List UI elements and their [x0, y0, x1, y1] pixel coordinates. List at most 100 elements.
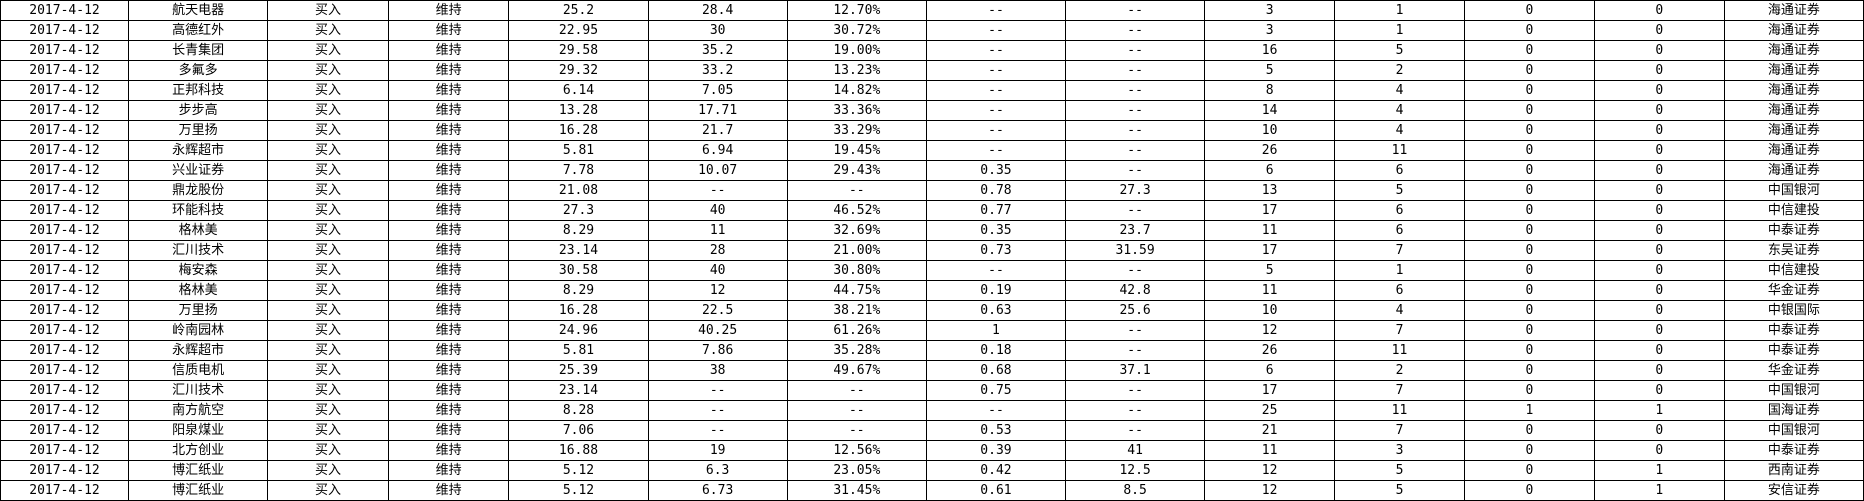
- table-cell: 5: [1335, 461, 1465, 481]
- table-cell: 12: [648, 281, 787, 301]
- table-cell: 7: [1335, 421, 1465, 441]
- table-cell: 0: [1594, 381, 1724, 401]
- table-cell: 阳泉煤业: [129, 421, 268, 441]
- table-cell: 万里扬: [129, 121, 268, 141]
- table-cell: 0: [1464, 281, 1594, 301]
- table-cell: 0: [1464, 241, 1594, 261]
- table-cell: 0: [1464, 21, 1594, 41]
- table-cell: 16.28: [509, 301, 648, 321]
- table-cell: 0: [1594, 301, 1724, 321]
- table-cell: 0: [1464, 321, 1594, 341]
- table-cell: 海通证券: [1724, 81, 1863, 101]
- table-cell: 0.19: [926, 281, 1065, 301]
- table-cell: 0: [1464, 421, 1594, 441]
- table-cell: 买入: [268, 461, 389, 481]
- table-cell: 5: [1335, 41, 1465, 61]
- table-cell: --: [1066, 41, 1205, 61]
- table-cell: 维持: [388, 241, 509, 261]
- table-cell: 2017-4-12: [1, 401, 129, 421]
- table-cell: 0: [1464, 301, 1594, 321]
- table-cell: 海通证券: [1724, 61, 1863, 81]
- table-cell: 29.32: [509, 61, 648, 81]
- table-cell: 2017-4-12: [1, 441, 129, 461]
- table-cell: 3: [1205, 1, 1335, 21]
- table-cell: 维持: [388, 261, 509, 281]
- table-row: 2017-4-12信质电机买入维持25.393849.67%0.6837.162…: [1, 361, 1864, 381]
- table-cell: 33.36%: [787, 101, 926, 121]
- table-cell: 维持: [388, 401, 509, 421]
- table-cell: 0: [1594, 81, 1724, 101]
- table-cell: 高德红外: [129, 21, 268, 41]
- table-cell: 2017-4-12: [1, 421, 129, 441]
- table-cell: 30.72%: [787, 21, 926, 41]
- table-cell: 维持: [388, 441, 509, 461]
- table-cell: 维持: [388, 201, 509, 221]
- table-cell: 汇川技术: [129, 241, 268, 261]
- table-cell: --: [1066, 1, 1205, 21]
- table-cell: 6: [1205, 361, 1335, 381]
- table-cell: 21.00%: [787, 241, 926, 261]
- table-cell: 12.70%: [787, 1, 926, 21]
- table-cell: 0: [1594, 161, 1724, 181]
- table-cell: 16.28: [509, 121, 648, 141]
- table-cell: 22.5: [648, 301, 787, 321]
- table-cell: 买入: [268, 441, 389, 461]
- table-cell: 买入: [268, 381, 389, 401]
- table-cell: 44.75%: [787, 281, 926, 301]
- table-cell: 10.07: [648, 161, 787, 181]
- table-cell: 0: [1464, 161, 1594, 181]
- table-cell: 买入: [268, 141, 389, 161]
- table-cell: 0: [1464, 141, 1594, 161]
- table-cell: 8.29: [509, 281, 648, 301]
- table-cell: 0: [1594, 141, 1724, 161]
- table-cell: 买入: [268, 201, 389, 221]
- table-row: 2017-4-12永辉超市买入维持5.817.8635.28%0.18--261…: [1, 341, 1864, 361]
- table-cell: 16: [1205, 41, 1335, 61]
- table-cell: 0: [1594, 241, 1724, 261]
- table-cell: 12: [1205, 481, 1335, 501]
- table-cell: 2017-4-12: [1, 361, 129, 381]
- table-cell: 维持: [388, 421, 509, 441]
- table-cell: 买入: [268, 321, 389, 341]
- table-cell: 航天电器: [129, 1, 268, 21]
- table-row: 2017-4-12岭南园林买入维持24.9640.2561.26%1--1270…: [1, 321, 1864, 341]
- table-cell: --: [1066, 401, 1205, 421]
- table-cell: 0: [1464, 181, 1594, 201]
- table-cell: 北方创业: [129, 441, 268, 461]
- table-cell: 25.2: [509, 1, 648, 21]
- table-cell: 26: [1205, 341, 1335, 361]
- table-cell: --: [926, 401, 1065, 421]
- table-cell: 7: [1335, 321, 1465, 341]
- table-cell: 10: [1205, 301, 1335, 321]
- table-cell: 13.28: [509, 101, 648, 121]
- table-cell: 6.73: [648, 481, 787, 501]
- table-cell: 33.2: [648, 61, 787, 81]
- table-row: 2017-4-12永辉超市买入维持5.816.9419.45%----26110…: [1, 141, 1864, 161]
- table-cell: 2017-4-12: [1, 301, 129, 321]
- table-cell: 3: [1205, 21, 1335, 41]
- table-cell: 中国银河: [1724, 381, 1863, 401]
- table-cell: 海通证券: [1724, 161, 1863, 181]
- table-cell: 国海证券: [1724, 401, 1863, 421]
- table-cell: 格林美: [129, 281, 268, 301]
- table-row: 2017-4-12高德红外买入维持22.953030.72%----3100海通…: [1, 21, 1864, 41]
- table-cell: 35.28%: [787, 341, 926, 361]
- table-cell: 0: [1464, 41, 1594, 61]
- table-cell: 2017-4-12: [1, 461, 129, 481]
- table-cell: 海通证券: [1724, 101, 1863, 121]
- table-cell: 6.94: [648, 141, 787, 161]
- table-cell: 买入: [268, 81, 389, 101]
- table-row: 2017-4-12博汇纸业买入维持5.126.7331.45%0.618.512…: [1, 481, 1864, 501]
- table-cell: 0: [1594, 421, 1724, 441]
- table-cell: 37.1: [1066, 361, 1205, 381]
- table-cell: --: [648, 401, 787, 421]
- table-cell: --: [1066, 201, 1205, 221]
- table-cell: 4: [1335, 81, 1465, 101]
- table-cell: 1: [1594, 461, 1724, 481]
- table-cell: 6: [1335, 281, 1465, 301]
- table-cell: 海通证券: [1724, 41, 1863, 61]
- table-cell: 42.8: [1066, 281, 1205, 301]
- table-cell: 0: [1464, 201, 1594, 221]
- table-cell: 7.86: [648, 341, 787, 361]
- table-cell: 维持: [388, 281, 509, 301]
